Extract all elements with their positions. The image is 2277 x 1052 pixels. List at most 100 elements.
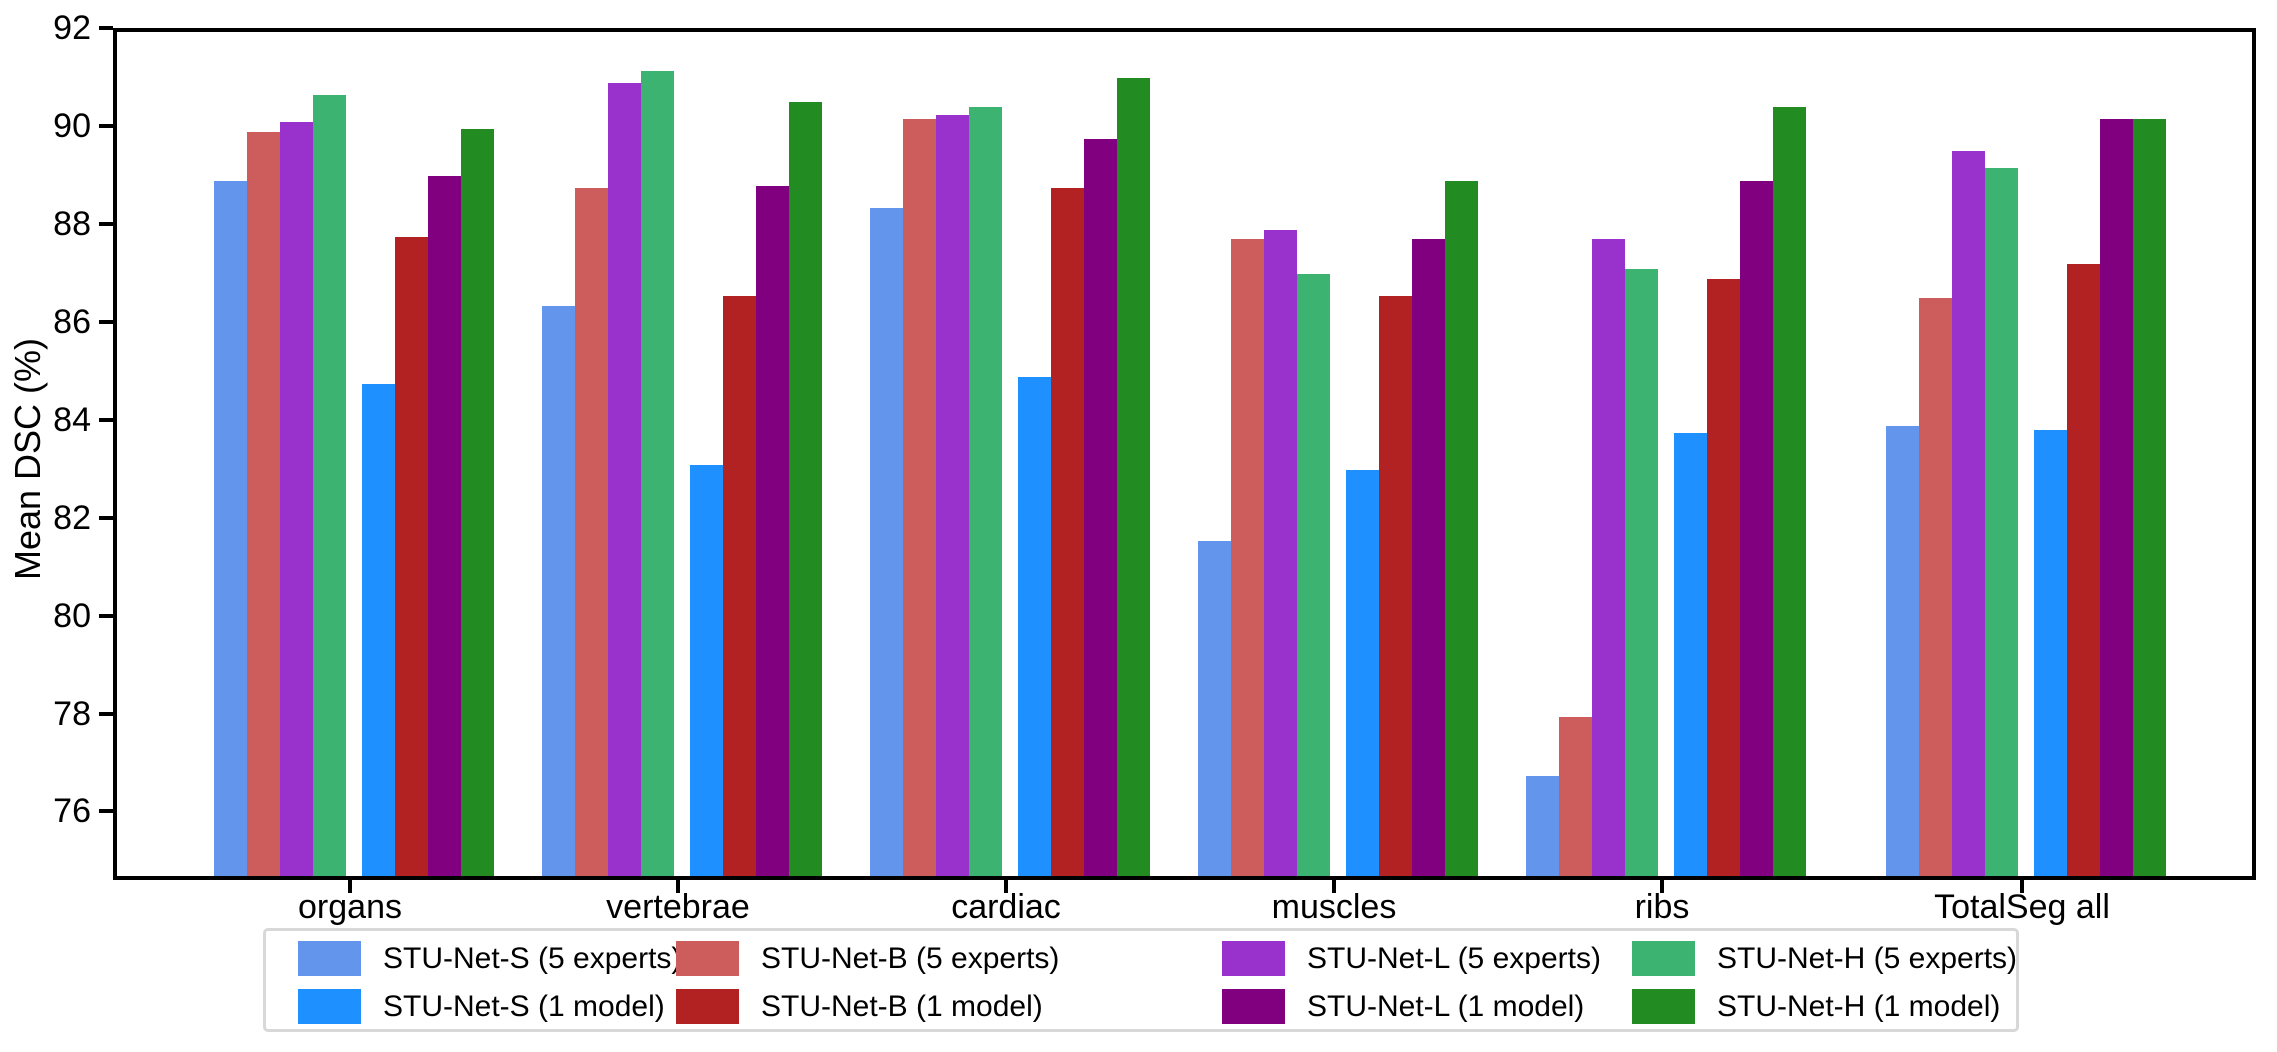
bar <box>1952 151 1985 876</box>
x-tick <box>1004 880 1008 893</box>
bar <box>1297 274 1330 876</box>
y-tick-label: 88 <box>53 205 91 243</box>
bar-group-totalseg-all <box>1886 32 2166 876</box>
y-tick-label: 90 <box>53 107 91 145</box>
legend-swatch <box>676 989 739 1024</box>
bar-group-cardiac <box>870 32 1150 876</box>
y-tick-label: 84 <box>53 401 91 439</box>
bar <box>1198 541 1231 876</box>
legend-item: STU-Net-H (5 experts) <box>1632 940 2017 977</box>
x-tick <box>2020 880 2024 893</box>
legend-swatch <box>298 989 361 1024</box>
legend-column: STU-Net-H (5 experts) STU-Net-H (1 model) <box>1632 940 2017 1025</box>
bar <box>1625 269 1658 876</box>
bar <box>723 296 756 876</box>
legend-item: STU-Net-H (1 model) <box>1632 988 2017 1025</box>
bar <box>1018 377 1051 876</box>
legend-swatch <box>298 941 361 976</box>
x-tick-label: TotalSeg all <box>1934 888 2110 926</box>
bar <box>608 83 641 876</box>
y-tick <box>99 418 113 422</box>
legend-label: STU-Net-B (1 model) <box>761 990 1043 1023</box>
bar <box>280 122 313 876</box>
bar <box>1985 168 2018 876</box>
bar <box>2067 264 2100 876</box>
legend-label: STU-Net-B (5 experts) <box>761 942 1060 975</box>
x-tick <box>1660 880 1664 893</box>
x-tick-label: ribs <box>1634 888 1690 926</box>
bar-group-vertebrae <box>542 32 822 876</box>
y-tick-label: 82 <box>53 499 91 537</box>
legend-item: STU-Net-L (1 model) <box>1222 988 1601 1025</box>
bar <box>461 129 494 876</box>
x-tick-label: organs <box>298 888 402 926</box>
legend-label: STU-Net-H (1 model) <box>1717 990 2001 1023</box>
y-tick-label: 78 <box>53 695 91 733</box>
y-tick <box>99 124 113 128</box>
bar <box>542 306 575 876</box>
y-tick-label: 92 <box>53 9 91 47</box>
bar <box>1117 78 1150 876</box>
y-tick <box>99 809 113 813</box>
legend-label: STU-Net-S (5 experts) <box>383 942 682 975</box>
bar <box>1379 296 1412 876</box>
legend-swatch <box>676 941 739 976</box>
bar <box>1412 239 1445 876</box>
bar <box>1231 239 1264 876</box>
bar <box>2100 119 2133 876</box>
bar <box>1559 717 1592 876</box>
y-tick-label: 76 <box>53 792 91 830</box>
bar <box>641 71 674 876</box>
bar <box>1674 433 1707 876</box>
bar <box>1346 470 1379 876</box>
bar <box>1264 230 1297 876</box>
y-tick <box>99 222 113 226</box>
plot-area <box>113 28 2256 880</box>
legend-item: STU-Net-L (5 experts) <box>1222 940 1601 977</box>
legend-swatch <box>1632 989 1695 1024</box>
y-tick <box>99 26 113 30</box>
legend-item: STU-Net-S (1 model) <box>298 988 681 1025</box>
x-tick-label: muscles <box>1271 888 1397 926</box>
y-tick <box>99 320 113 324</box>
x-tick <box>1332 880 1336 893</box>
y-tick <box>99 712 113 716</box>
bar <box>428 176 461 876</box>
legend-item: STU-Net-B (1 model) <box>676 988 1059 1025</box>
x-tick-label: vertebrae <box>606 888 750 926</box>
bar <box>575 188 608 876</box>
bar-group-muscles <box>1198 32 1478 876</box>
bar <box>936 115 969 876</box>
bar <box>690 465 723 876</box>
bar <box>1051 188 1084 876</box>
bar <box>1707 279 1740 876</box>
legend-label: STU-Net-S (1 model) <box>383 990 665 1023</box>
bar <box>2133 119 2166 876</box>
legend-label: STU-Net-H (5 experts) <box>1717 942 2018 975</box>
legend-label: STU-Net-L (5 experts) <box>1307 942 1601 975</box>
legend-label: STU-Net-L (1 model) <box>1307 990 1585 1023</box>
bar <box>870 208 903 876</box>
y-tick <box>99 516 113 520</box>
bar <box>1740 181 1773 876</box>
y-tick-label: 80 <box>53 597 91 635</box>
bar <box>1773 107 1806 876</box>
x-tick-label: cardiac <box>951 888 1061 926</box>
legend-item: STU-Net-B (5 experts) <box>676 940 1059 977</box>
bar <box>903 119 936 876</box>
bar <box>214 181 247 876</box>
y-axis-title: Mean DSC (%) <box>7 337 48 581</box>
legend-column: STU-Net-L (5 experts) STU-Net-L (1 model) <box>1222 940 1601 1025</box>
bar-group-ribs <box>1526 32 1806 876</box>
legend-column: STU-Net-B (5 experts) STU-Net-B (1 model) <box>676 940 1059 1025</box>
bar <box>362 384 395 876</box>
y-tick <box>99 614 113 618</box>
x-tick <box>348 880 352 893</box>
bar <box>313 95 346 876</box>
legend-item: STU-Net-S (5 experts) <box>298 940 681 977</box>
legend: STU-Net-S (5 experts) STU-Net-S (1 model)… <box>263 928 2019 1032</box>
bar <box>969 107 1002 876</box>
bar <box>1886 426 1919 876</box>
bar <box>756 186 789 876</box>
